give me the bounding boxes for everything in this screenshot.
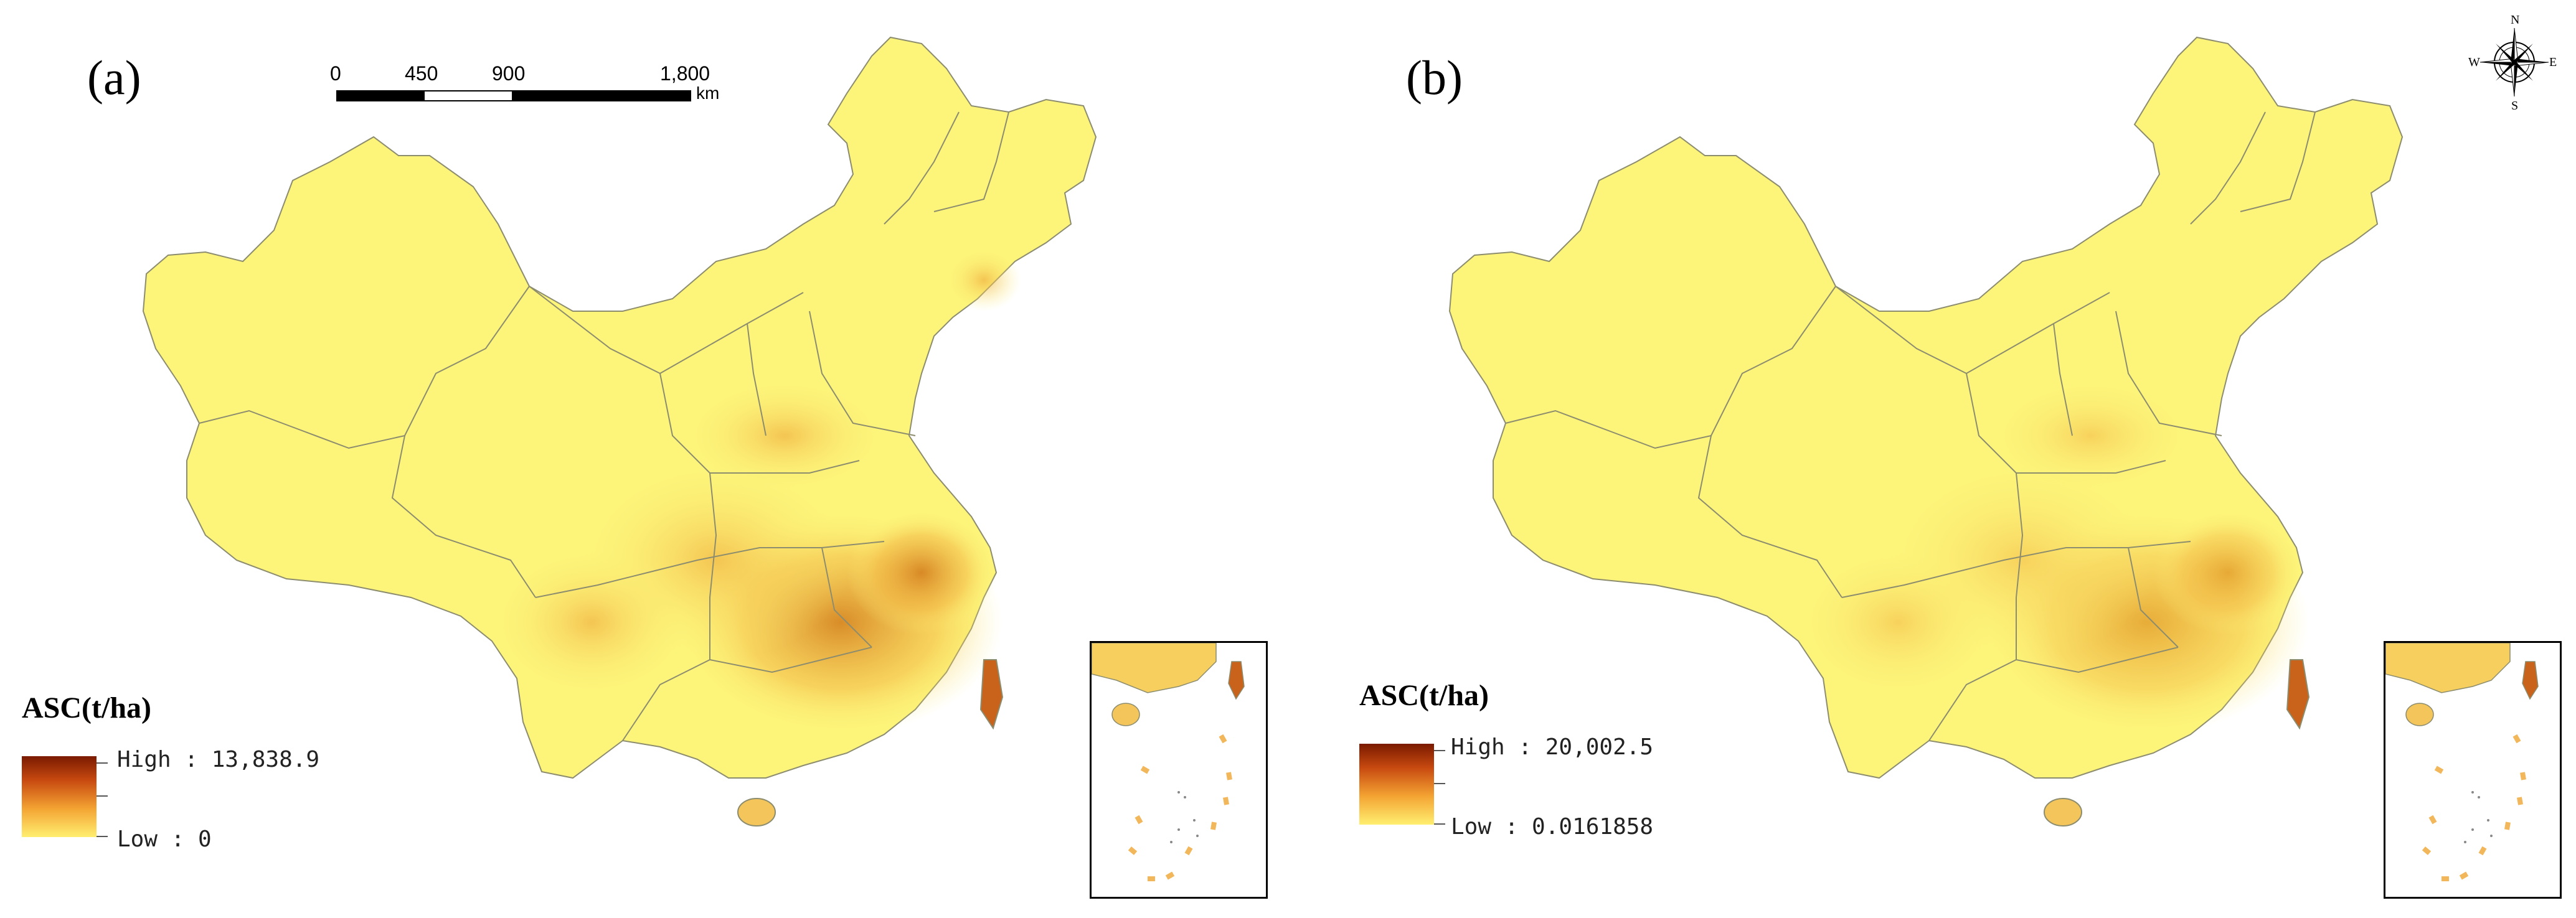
compass-s: S [2511,99,2519,113]
panel-label: (b) [1406,50,1463,105]
legend-color-ramp [22,756,97,837]
legend-high-label: High : 13,838.9 [117,747,320,772]
legend-title: ASC(t/ha) [1359,679,1489,712]
legend-low-label: Low : 0.0161858 [1451,814,1654,840]
scale-bar: 0 450 900 1,800 km [330,62,719,112]
scale-tick-label: 450 [405,62,438,85]
south-china-sea-inset [2384,641,2562,899]
compass-rose-icon: N S E W [2468,13,2558,113]
compass-n: N [2511,13,2520,27]
legend-color-ramp [1359,744,1434,825]
compass-e: E [2549,55,2557,69]
map-panel-b: (b) [1288,0,2575,918]
legend-title: ASC(t/ha) [22,691,152,724]
legend-high-label: High : 20,002.5 [1451,734,1654,760]
scale-unit: km [696,83,720,103]
china-map [1448,36,2404,827]
scale-tick-label: 0 [330,62,341,85]
scale-tick-label: 1,800 [660,62,710,85]
south-china-sea-inset [1090,641,1268,899]
map-panel-a: (a) [22,36,1268,899]
legend-low-label: Low : 0 [117,827,212,852]
compass-w: W [2468,55,2480,69]
scale-tick-label: 900 [492,62,526,85]
china-map [142,36,1097,827]
panel-label: (a) [87,50,141,105]
